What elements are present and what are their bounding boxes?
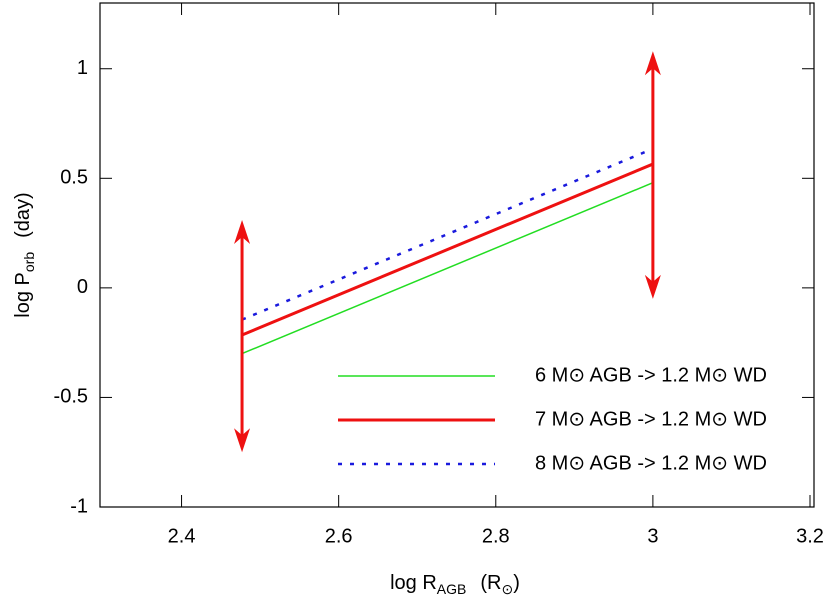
y-tick-label: 1 [77,57,88,79]
y-axis-label: log Porb(day) [12,192,36,317]
x-axis-label: log RAGB (R⊙) [390,572,520,596]
series-line [241,181,654,355]
y-tick-label: -0.5 [54,386,88,408]
x-tick-label: 2.8 [482,525,510,547]
arrow-head [234,219,251,244]
x-tick-label: 2.6 [325,525,353,547]
x-tick-label: 2.4 [168,525,196,547]
legend-label: 8 M⊙ AGB -> 1.2 M⊙ WD [535,452,767,474]
y-tick-label: -1 [70,495,88,517]
x-tick-label: 3.2 [796,525,824,547]
arrow-head [644,274,661,299]
series-line [241,150,646,321]
legend-label: 6 M⊙ AGB -> 1.2 M⊙ WD [535,364,767,386]
arrow-head [644,51,661,76]
arrow-head [234,428,251,453]
plot-frame [99,2,815,508]
series-line [241,162,654,337]
y-tick-label: 0.5 [60,167,88,189]
x-tick-label: 3 [647,525,658,547]
y-tick-label: 0 [77,276,88,298]
legend-label: 7 M⊙ AGB -> 1.2 M⊙ WD [535,408,767,430]
